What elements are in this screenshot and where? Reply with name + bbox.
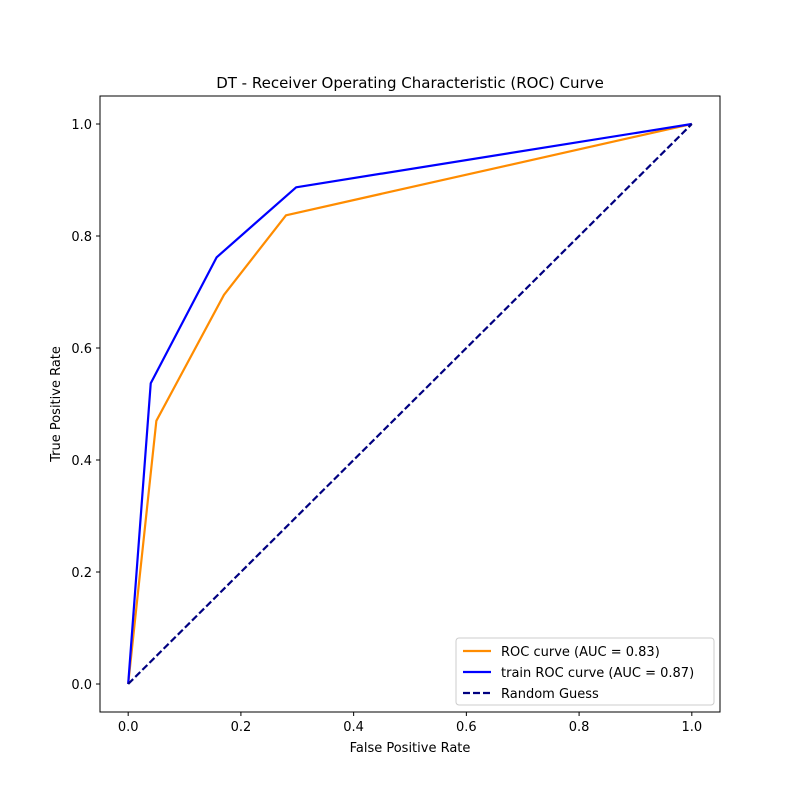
series-line-2: [127, 123, 693, 685]
legend-label-1: train ROC curve (AUC = 0.87): [501, 666, 694, 681]
x-tick-label: 0.6: [456, 720, 477, 735]
x-tick-label: 1.0: [681, 720, 702, 735]
x-tick-label: 0.0: [118, 720, 139, 735]
chart-title: DT - Receiver Operating Characteristic (…: [216, 74, 604, 92]
series-layer: [127, 122, 693, 685]
y-tick-label: 0.4: [71, 454, 92, 469]
y-axis-label: True Positive Rate: [49, 346, 64, 463]
y-tick-label: 0.0: [71, 678, 92, 693]
x-tick-label: 0.4: [343, 720, 364, 735]
legend: ROC curve (AUC = 0.83) train ROC curve (A…: [455, 637, 715, 706]
x-axis-label: False Positive Rate: [350, 741, 471, 756]
y-tick-label: 1.0: [71, 118, 92, 133]
legend-label-2: Random Guess: [501, 687, 599, 702]
x-tick-label: 0.8: [569, 720, 590, 735]
series-line-0: [127, 122, 693, 685]
legend-label-0: ROC curve (AUC = 0.83): [501, 645, 660, 660]
x-axis-ticks: 0.0 0.2 0.4 0.6 0.8 1.0: [118, 712, 702, 735]
y-tick-label: 0.2: [71, 566, 92, 581]
legend-box: [455, 637, 715, 706]
y-tick-label: 0.8: [71, 230, 92, 245]
y-tick-label: 0.6: [71, 342, 92, 357]
x-tick-label: 0.2: [231, 720, 252, 735]
series-line-1: [127, 122, 692, 685]
plot-frame: [99, 95, 721, 713]
y-axis-ticks: 0.0 0.2 0.4 0.6 0.8 1.0: [71, 118, 100, 693]
